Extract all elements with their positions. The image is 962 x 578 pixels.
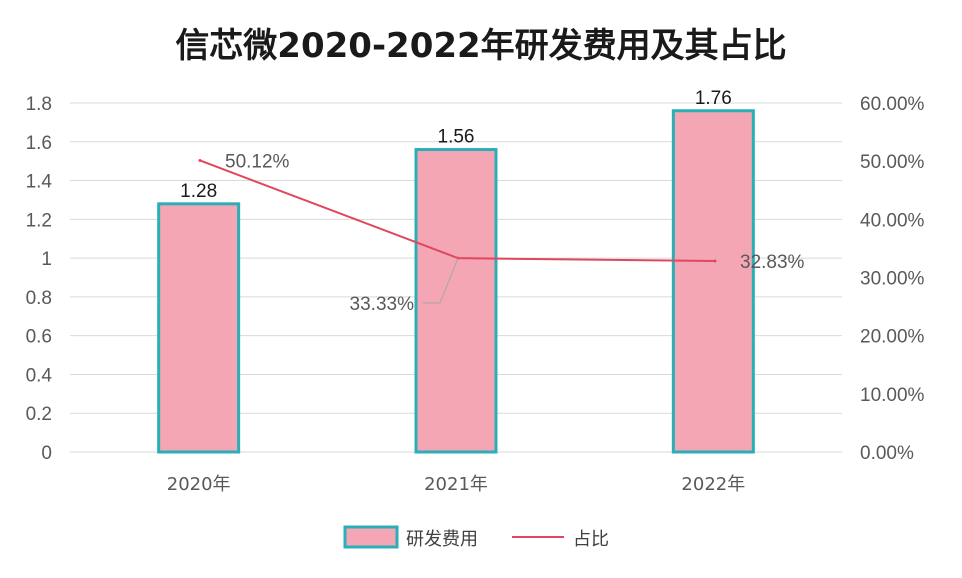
- legend-label: 研发费用: [406, 529, 478, 550]
- bar-data-label: 1.56: [438, 127, 475, 148]
- bar: [671, 109, 755, 454]
- label-leader-line: [423, 257, 459, 304]
- y-left-tick-label: 1.6: [26, 133, 52, 154]
- line-point: [713, 259, 717, 263]
- y-left-tick-label: 0.2: [26, 404, 52, 425]
- x-tick-label: 2022年: [681, 474, 745, 495]
- chart-title: 信芯微2020-2022年研发费用及其占比: [175, 26, 787, 66]
- bar: [414, 148, 498, 454]
- y-left-tick-label: 0.4: [26, 365, 53, 386]
- bar: [157, 202, 241, 454]
- line-point: [198, 158, 202, 162]
- bar-data-label: 1.28: [180, 181, 217, 202]
- y-left-tick-label: 0.6: [26, 327, 52, 348]
- y-right-tick-label: 0.00%: [860, 443, 914, 464]
- y-right-tick-label: 60.00%: [860, 94, 925, 115]
- y-right-tick-label: 10.00%: [860, 385, 925, 406]
- y-right-tick-label: 50.00%: [860, 152, 925, 173]
- x-tick-label: 2020年: [167, 474, 231, 495]
- y-right-tick-label: 30.00%: [860, 269, 925, 290]
- y-left-tick-label: 0: [41, 443, 52, 464]
- y-left-tick-label: 1.4: [26, 172, 53, 193]
- y-left-tick-label: 1: [41, 249, 52, 270]
- y-left-tick-label: 1.8: [26, 94, 52, 115]
- y-right-tick-label: 20.00%: [860, 327, 925, 348]
- legend-swatch-bar: [343, 525, 399, 549]
- y-left-tick-label: 0.8: [26, 288, 52, 309]
- bar-data-label: 1.76: [695, 88, 732, 109]
- line-data-label: 33.33%: [350, 294, 415, 315]
- x-tick-label: 2021年: [424, 474, 488, 495]
- line-data-label: 50.12%: [225, 151, 290, 172]
- legend-label: 占比: [573, 529, 609, 550]
- y-right-tick-label: 40.00%: [860, 210, 925, 231]
- line-data-label: 32.83%: [740, 252, 805, 273]
- y-left-tick-label: 1.2: [26, 210, 52, 231]
